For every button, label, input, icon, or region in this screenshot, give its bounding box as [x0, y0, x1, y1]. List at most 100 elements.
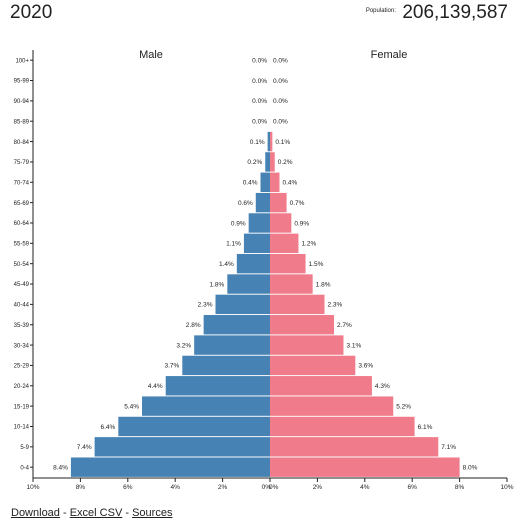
y-tick-label: 90-94 — [14, 99, 30, 105]
y-tick-label: 5-9 — [20, 445, 29, 451]
y-tick-label: 95-99 — [14, 79, 30, 85]
male-bar — [265, 152, 270, 172]
male-bar — [248, 213, 270, 233]
female-bar — [270, 437, 439, 457]
male-data-label: 1.4% — [219, 261, 234, 268]
male-data-label: 2.3% — [198, 302, 213, 309]
male-bar — [227, 274, 270, 294]
female-bar — [270, 355, 356, 376]
female-data-label: 2.7% — [337, 322, 352, 329]
female-data-label: 0.0% — [273, 98, 288, 105]
female-bar — [270, 152, 275, 172]
male-data-label: 6.4% — [100, 424, 115, 431]
y-tick-label: 55-59 — [14, 242, 30, 248]
male-bar — [260, 172, 270, 192]
y-tick-label: 75-79 — [14, 160, 30, 166]
female-data-label: 3.6% — [358, 363, 373, 370]
x-tick-label: 4% — [170, 484, 180, 491]
y-tick-label: 40-44 — [14, 303, 30, 309]
male-data-label: 3.2% — [176, 342, 191, 349]
male-data-label: 8.4% — [53, 464, 68, 471]
y-tick-label: 35-39 — [14, 323, 30, 329]
x-tick-label: 0% — [262, 484, 272, 491]
population-pyramid-chart: Male Female 100+ 0.0% 0.0% 95-99 0.0% 0.0% 90-94… — [14, 49, 514, 491]
female-bar — [270, 335, 344, 355]
year-title: 2020 — [10, 2, 53, 23]
male-data-label: 0.0% — [252, 98, 267, 105]
male-data-label: 0.2% — [247, 159, 262, 166]
y-tick-label: 65-69 — [14, 201, 30, 207]
population-label: Population: — [365, 8, 396, 14]
footer-separator: - — [125, 507, 130, 519]
female-bar — [270, 233, 299, 254]
male-data-label: 3.7% — [164, 363, 179, 370]
female-bar — [270, 416, 415, 437]
y-tick-label: 60-64 — [14, 221, 30, 227]
x-tick-label: 8% — [76, 484, 86, 491]
male-bar — [203, 315, 270, 335]
male-bar — [194, 335, 270, 355]
x-tick-label: 2% — [218, 484, 228, 491]
female-data-label: 7.1% — [441, 444, 456, 451]
x-tick-label: 4% — [360, 484, 370, 491]
y-tick-label: 45-49 — [14, 282, 30, 288]
male-data-label: 1.8% — [210, 281, 225, 288]
footer-links: Download - Excel CSV - Sources — [11, 507, 172, 519]
male-data-label: 0.6% — [238, 200, 253, 207]
y-tick-label: 50-54 — [14, 262, 30, 268]
female-bar — [270, 315, 334, 335]
female-bar — [270, 376, 372, 396]
female-bar — [270, 274, 313, 294]
female-data-label: 2.3% — [328, 302, 343, 309]
female-bar — [270, 253, 306, 274]
y-tick-label: 30-34 — [14, 343, 30, 349]
male-data-label: 0.0% — [252, 78, 267, 85]
male-data-label: 1.1% — [226, 241, 241, 248]
female-data-label: 0.7% — [290, 200, 305, 207]
x-tick-label: 10% — [500, 484, 513, 491]
y-tick-label: 70-74 — [14, 180, 30, 186]
male-bar — [267, 131, 270, 152]
female-data-label: 1.8% — [316, 281, 331, 288]
female-bar — [270, 192, 287, 213]
female-data-label: 0.4% — [282, 180, 297, 187]
male-data-label: 5.4% — [124, 403, 139, 410]
female-data-label: 5.2% — [396, 403, 411, 410]
male-data-label: 0.1% — [250, 139, 265, 146]
male-bar — [255, 192, 270, 213]
x-tick-label: 8% — [455, 484, 465, 491]
female-data-label: 8.0% — [463, 464, 478, 471]
female-data-label: 4.3% — [375, 383, 390, 390]
female-data-label: 0.0% — [273, 78, 288, 85]
male-bar — [236, 253, 270, 274]
female-bar — [270, 294, 325, 315]
female-data-label: 3.1% — [346, 342, 361, 349]
x-tick-label: 0% — [269, 484, 279, 491]
female-bar — [270, 396, 394, 416]
male-data-label: 0.4% — [243, 180, 258, 187]
male-bar — [142, 396, 270, 416]
x-tick-label: 10% — [26, 484, 39, 491]
y-tick-label: 100+ — [15, 58, 29, 64]
male-bar — [215, 294, 270, 315]
download-link[interactable]: Download — [11, 507, 60, 519]
excel-csv-link[interactable]: Excel CSV — [69, 507, 123, 519]
female-data-label: 0.1% — [275, 139, 290, 146]
sources-link[interactable]: Sources — [132, 507, 173, 519]
male-bar — [165, 376, 270, 396]
male-data-label: 7.4% — [77, 444, 92, 451]
female-bar — [270, 131, 273, 152]
male-bar — [243, 233, 270, 254]
male-data-label: 0.9% — [231, 220, 246, 227]
female-data-label: 6.1% — [418, 424, 433, 431]
female-data-label: 0.9% — [294, 220, 309, 227]
female-bar — [270, 213, 292, 233]
x-tick-label: 6% — [407, 484, 417, 491]
x-tick-label: 6% — [123, 484, 133, 491]
male-data-label: 4.4% — [148, 383, 163, 390]
y-tick-label: 0-4 — [20, 465, 29, 471]
population-value: 206,139,587 — [402, 2, 508, 23]
y-tick-label: 25-29 — [14, 364, 30, 370]
y-tick-label: 20-24 — [14, 384, 30, 390]
male-data-label: 0.0% — [252, 57, 267, 64]
